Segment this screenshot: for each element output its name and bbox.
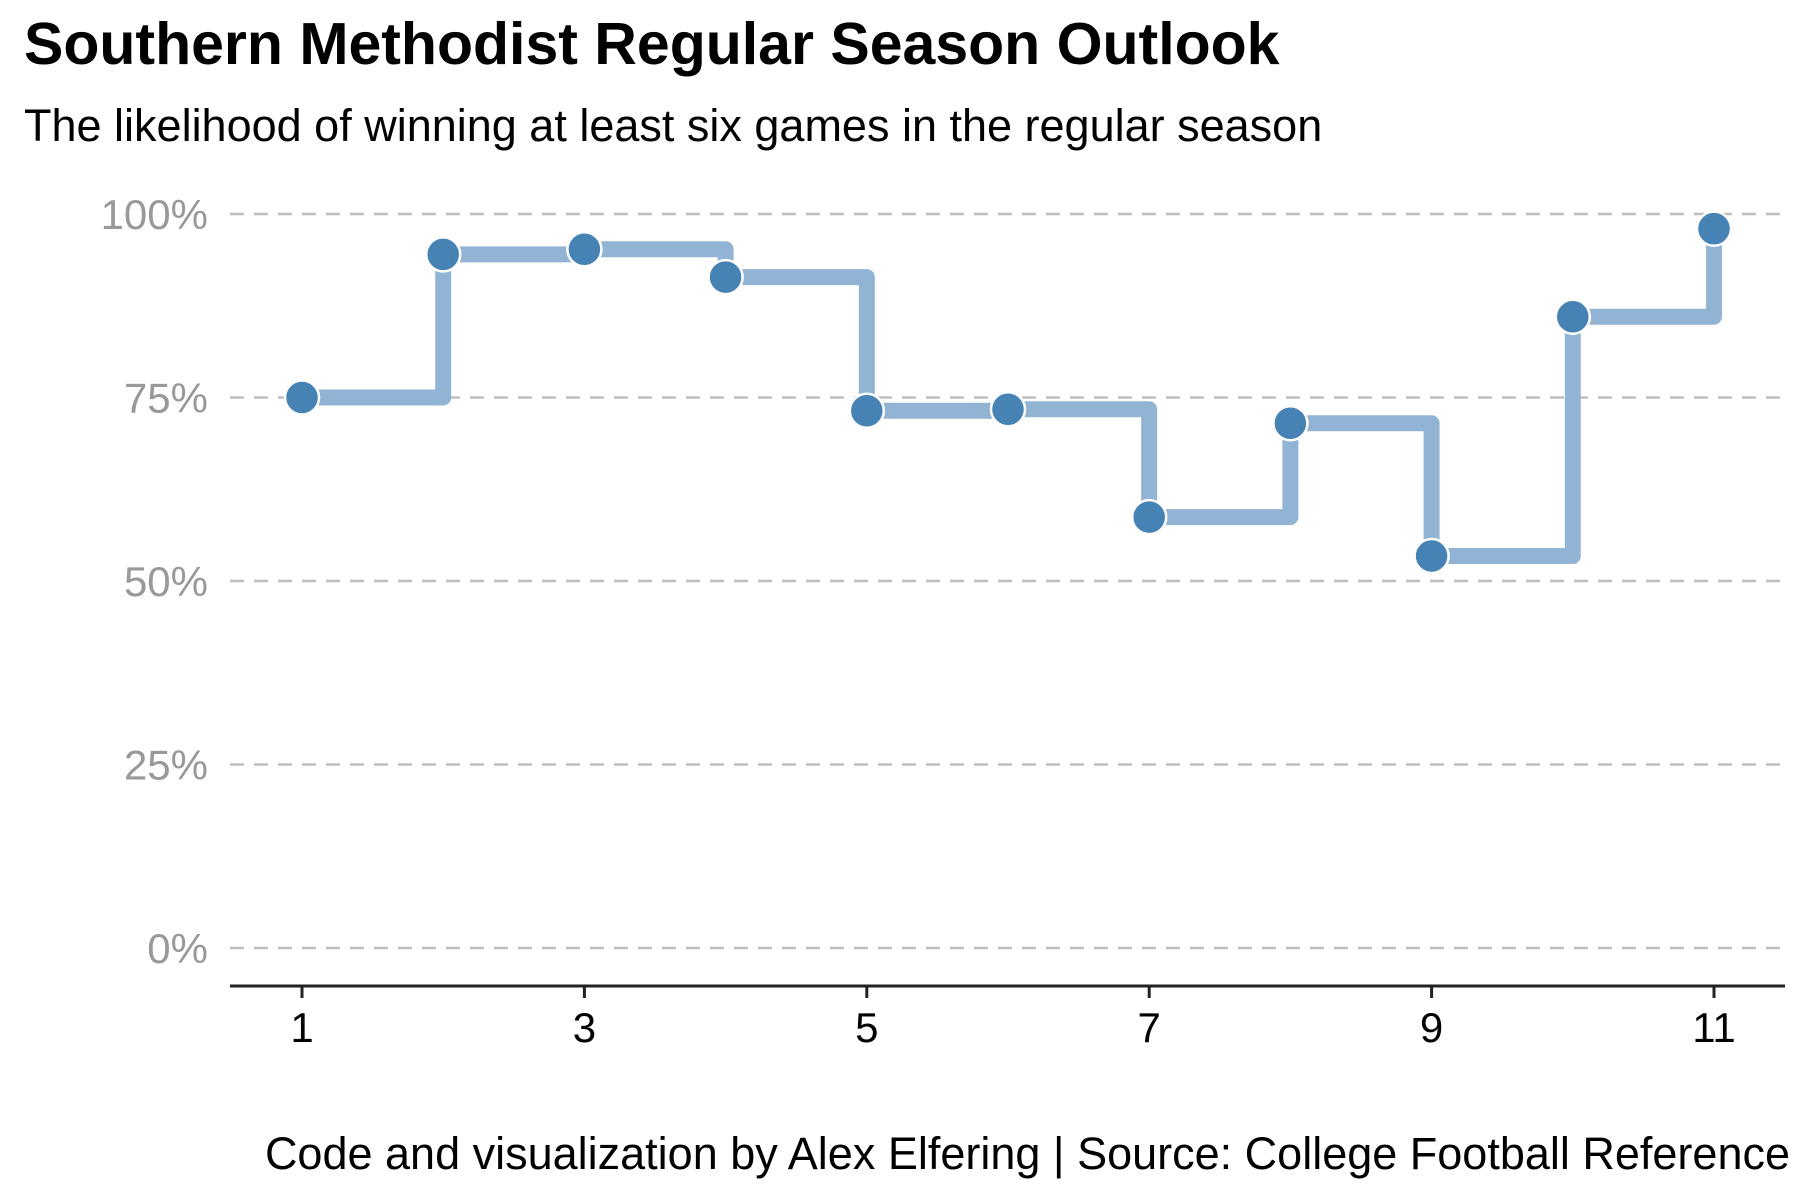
- y-axis-ticks: 0% 25% 50% 75% 100%: [101, 191, 208, 972]
- y-tick-label: 100%: [101, 191, 208, 238]
- chart-caption: Code and visualization by Alex Elfering …: [264, 1128, 1790, 1179]
- x-tick-label: 11: [1692, 1004, 1736, 1051]
- y-tick-label: 0%: [147, 925, 208, 972]
- y-tick-label: 75%: [124, 375, 208, 422]
- x-tick-label: 1: [290, 1004, 313, 1051]
- x-tick-label: 5: [855, 1004, 878, 1051]
- data-point: [283, 379, 321, 416]
- data-point: [566, 230, 603, 268]
- data-point: [1695, 210, 1733, 247]
- chart-title: Southern Methodist Regular Season Outloo…: [24, 11, 1280, 77]
- data-point: [1413, 537, 1450, 575]
- y-tick-label: 25%: [124, 742, 208, 789]
- x-tick-label: 3: [573, 1004, 596, 1051]
- x-axis-ticks: 1 3 5 7 9 11: [290, 986, 1736, 1051]
- x-tick-label: 9: [1420, 1004, 1443, 1051]
- x-tick-label: 7: [1138, 1004, 1161, 1051]
- y-tick-label: 50%: [124, 558, 208, 605]
- data-point: [989, 390, 1027, 428]
- data-point: [424, 236, 462, 273]
- series-points: [283, 210, 1733, 575]
- data-point: [1272, 404, 1309, 442]
- grid-lines: [230, 212, 1785, 950]
- data-point: [707, 258, 744, 296]
- data-point: [1130, 498, 1168, 536]
- chart-subtitle: The likelihood of winning at least six g…: [24, 100, 1323, 151]
- data-point: [848, 392, 886, 429]
- data-point: [1554, 298, 1592, 336]
